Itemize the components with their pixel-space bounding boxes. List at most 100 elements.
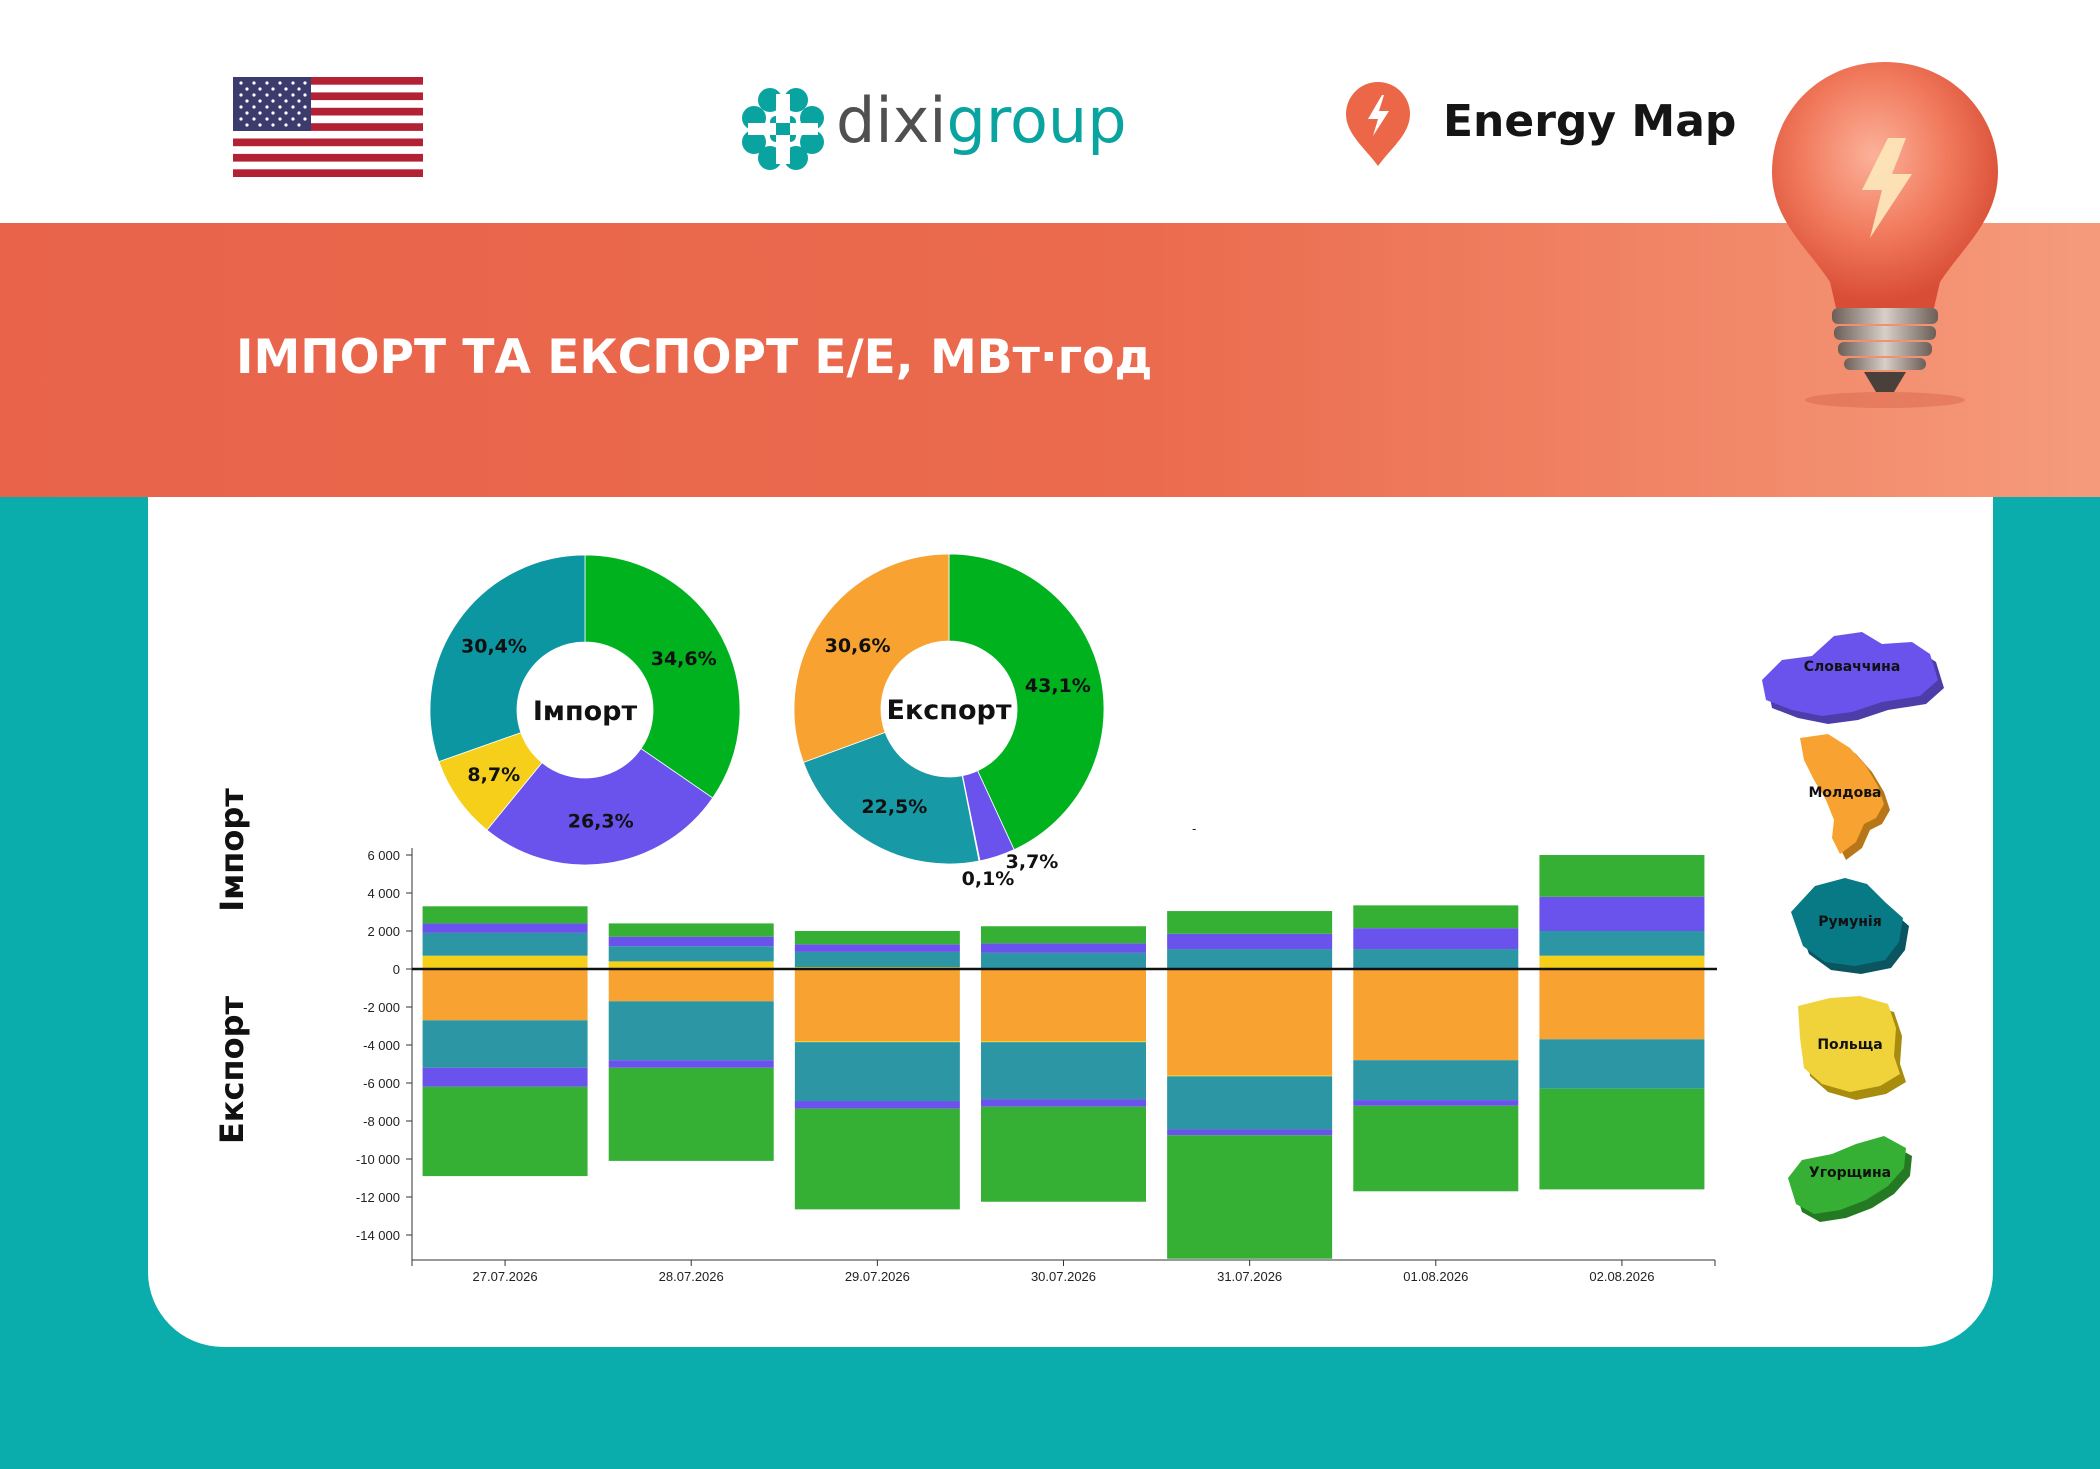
- donut-slice-3: [802, 731, 980, 865]
- bar-import-segment: [794, 944, 960, 952]
- donut-slice-label: 43,1%: [1025, 675, 1091, 697]
- bar-export-segment: [608, 1001, 774, 1061]
- bar-import-segment: [608, 923, 774, 937]
- bar-import-segment: [1353, 928, 1519, 950]
- y-tick-label: -12 000: [356, 1190, 400, 1205]
- legend-poland: Польща: [1790, 990, 1990, 1110]
- bar-export-segment: [1167, 969, 1333, 1076]
- y-tick-label: 0: [393, 962, 400, 977]
- donut-slice-label: 30,4%: [461, 636, 527, 658]
- us-flag-icon[interactable]: [233, 77, 423, 177]
- donut-center-label: Експорт: [887, 695, 1012, 726]
- bar-export-segment: [981, 1099, 1146, 1107]
- bar-export-segment: [794, 1101, 960, 1109]
- map-pin-bolt-icon: [1346, 82, 1410, 166]
- bar-export-segment: [1353, 969, 1519, 1061]
- bar-export-segment: [981, 1041, 1146, 1043]
- energy-map-label: Energy Map: [1443, 96, 1737, 147]
- bar-import-segment: [1539, 931, 1705, 956]
- bar-import-segment: [422, 932, 588, 956]
- bar-export-segment: [422, 1020, 588, 1068]
- romania-map-icon: [1791, 878, 1909, 974]
- donut-slice-0: [948, 553, 1105, 851]
- country-label: Словаччина: [1803, 659, 1901, 675]
- x-tick-label: 28.07.2026: [659, 1269, 724, 1284]
- dixigroup-brand-b: group: [946, 84, 1127, 157]
- bar-import-segment: [981, 926, 1146, 944]
- import-donut-chart: 34,6% 26,3% 8,7% 30,4% Імпорт: [429, 554, 741, 866]
- hungary-map-icon: [1788, 1136, 1912, 1222]
- donut-slice-3: [429, 554, 586, 763]
- dixigroup-wordmark: dixigroup: [836, 84, 1127, 157]
- bar-export-segment: [981, 969, 1146, 1042]
- y-tick-label: -4 000: [363, 1038, 400, 1053]
- country-label: Молдова: [1808, 785, 1882, 801]
- dixigroup-brand-a: dixi: [836, 84, 947, 157]
- bar-import-segment: [1353, 949, 1519, 969]
- y-tick-label: 6 000: [367, 848, 400, 863]
- bar-export-segment: [794, 1108, 960, 1210]
- donut-slice-label: 3,7%: [1006, 851, 1059, 873]
- donut-slice-label: 0,1%: [962, 868, 1015, 890]
- bar-import-segment: [422, 923, 588, 933]
- bar-import-segment: [1539, 955, 1705, 969]
- legend-hungary: Угорщина: [1780, 1130, 1980, 1250]
- bar-export-segment: [794, 1041, 960, 1043]
- bar-export-segment: [1353, 1060, 1519, 1101]
- bar-export-segment: [1167, 1135, 1333, 1259]
- bar-export-segment: [422, 969, 588, 1021]
- legend-slovakia: Словаччина: [1752, 620, 1952, 740]
- bar-import-segment: [981, 943, 1146, 953]
- y-tick-label: -14 000: [356, 1228, 400, 1243]
- bar-export-segment: [794, 1042, 960, 1102]
- x-tick-label: 27.07.2026: [473, 1269, 538, 1284]
- bar-export-segment: [1539, 1088, 1705, 1190]
- poland-map-icon: [1798, 996, 1906, 1100]
- bar-import-segment: [794, 951, 960, 968]
- bar-export-segment: [608, 1060, 774, 1068]
- donut-slice-1: [486, 748, 714, 866]
- donut-center-label: Імпорт: [533, 696, 638, 727]
- bar-import-segment: [1167, 933, 1333, 950]
- legend-moldova: Молдова: [1780, 730, 1980, 860]
- bar-import-segment: [608, 961, 774, 969]
- bar-export-segment: [1353, 1100, 1519, 1106]
- donut-slice-label: 34,6%: [651, 648, 717, 670]
- y-tick-label: 4 000: [367, 886, 400, 901]
- y-tick-label: 2 000: [367, 924, 400, 939]
- bar-import-segment: [1539, 855, 1705, 897]
- slovakia-map-icon: [1762, 632, 1944, 724]
- title-banner: [0, 223, 2100, 497]
- bar-import-segment: [981, 952, 1146, 969]
- bar-export-segment: [1167, 1075, 1333, 1077]
- bar-import-segment: [794, 931, 960, 945]
- export-donut-chart: 43,1% 3,7%0,1% 22,5% 30,6% Експорт: [793, 553, 1105, 890]
- bar-import-segment: [1167, 949, 1333, 969]
- bar-export-segment: [608, 1067, 774, 1161]
- bar-export-segment: [1353, 1105, 1519, 1192]
- donut-slice-label: 26,3%: [568, 810, 634, 832]
- x-tick-label: 02.08.2026: [1589, 1269, 1654, 1284]
- donut-slice-4: [793, 553, 950, 763]
- bar-import-segment: [1167, 911, 1333, 934]
- x-tick-label: 29.07.2026: [845, 1269, 910, 1284]
- bar-import-segment: [422, 906, 588, 924]
- dixigroup-logo[interactable]: dixigroup: [740, 80, 1127, 170]
- bar-export-segment: [794, 969, 960, 1042]
- energy-map-logo[interactable]: Energy Map: [1343, 80, 1736, 170]
- bar-import-segment: [1353, 905, 1519, 929]
- donut-slice-label: 22,5%: [861, 796, 927, 818]
- country-label: Угорщина: [1808, 1165, 1892, 1181]
- bar-import-segment: [1539, 896, 1705, 931]
- bar-export-segment: [1167, 1076, 1333, 1130]
- bar-export-segment: [981, 1042, 1146, 1100]
- bar-export-segment: [1539, 1039, 1705, 1089]
- x-tick-label: 31.07.2026: [1217, 1269, 1282, 1284]
- y-tick-label: -2 000: [363, 1000, 400, 1015]
- page-title: ІМПОРТ ТА ЕКСПОРТ Е/Е, МВт·год: [236, 330, 1153, 385]
- donut-slice-0: [584, 554, 741, 799]
- bar-export-segment: [422, 1086, 588, 1177]
- y-tick-label: -6 000: [363, 1076, 400, 1091]
- bar-export-segment: [422, 1067, 588, 1087]
